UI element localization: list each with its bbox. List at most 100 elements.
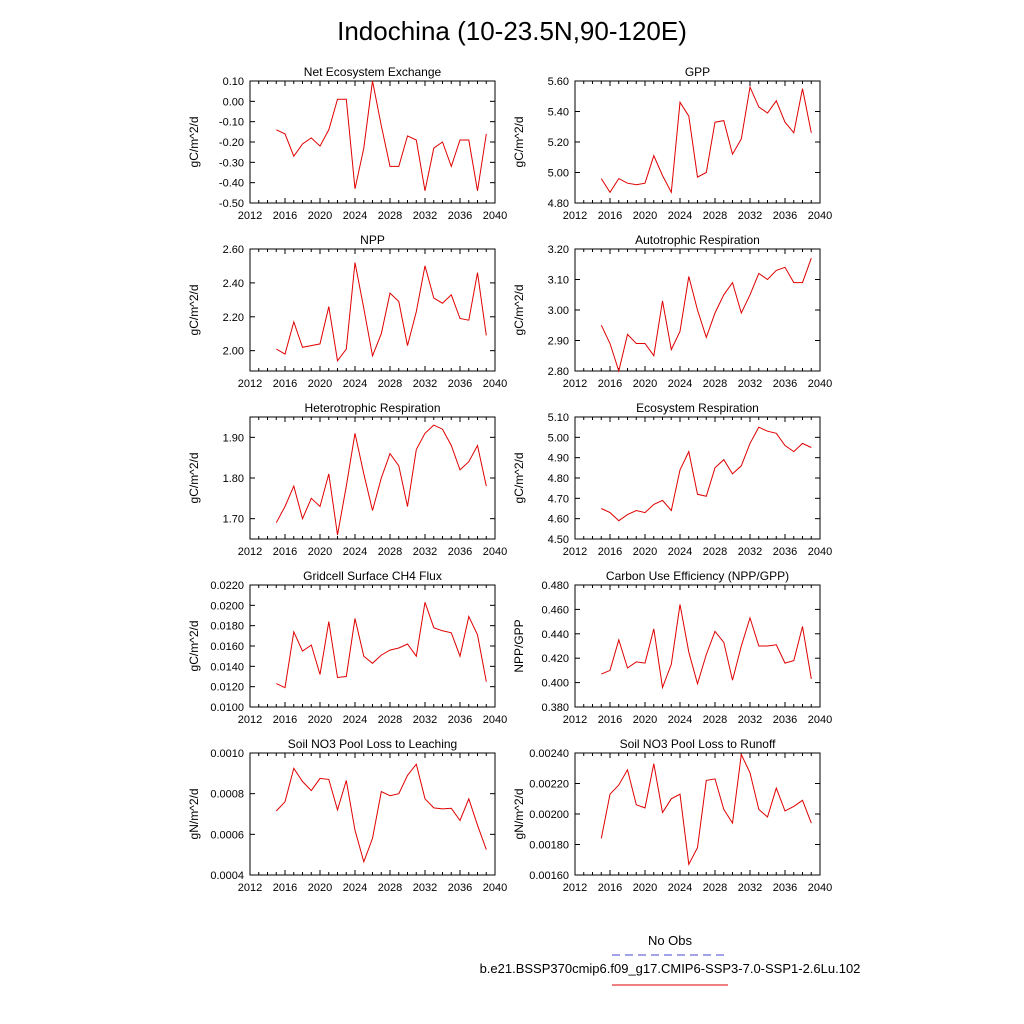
plot-frame xyxy=(249,80,496,204)
x-tick-label: 2036 xyxy=(448,210,472,222)
x-tick-label: 2032 xyxy=(413,210,437,222)
y-tick-label: 5.20 xyxy=(548,137,569,149)
y-axis-label: gC/m^2/d xyxy=(187,285,201,336)
panel-title: Soil NO3 Pool Loss to Leaching xyxy=(288,737,457,751)
x-tick-label: 2028 xyxy=(378,882,402,894)
x-tick-label: 2016 xyxy=(598,378,622,390)
y-tick-label: 0.00 xyxy=(223,96,244,108)
x-tick-label: 2028 xyxy=(378,546,402,558)
plot-frame xyxy=(574,584,821,708)
y-tick-label: 3.10 xyxy=(548,275,569,287)
x-tick-label: 2016 xyxy=(598,546,622,558)
x-tick-label: 2016 xyxy=(273,546,297,558)
panel-gpp: GPP gC/m^2/d 2012 2016 2020 2024 2028 2032 2036 2… xyxy=(512,65,832,222)
x-tick-label: 2012 xyxy=(563,546,587,558)
x-tick-label: 2024 xyxy=(343,714,367,726)
x-tick-label: 2024 xyxy=(343,882,367,894)
y-tick-label: -0.10 xyxy=(219,117,244,129)
x-tick-label: 2036 xyxy=(773,210,797,222)
series-line xyxy=(275,424,487,535)
x-tick-label: 2012 xyxy=(238,378,262,390)
panel-title: NPP xyxy=(360,233,385,247)
plot-frame xyxy=(574,752,821,876)
x-tick-label: 2028 xyxy=(703,378,727,390)
x-tick-label: 2016 xyxy=(598,210,622,222)
panel-title: Carbon Use Efficiency (NPP/GPP) xyxy=(606,569,789,583)
y-tick-label: -0.50 xyxy=(219,198,244,210)
y-axis-label: gC/m^2/d xyxy=(512,285,526,336)
y-tick-label: 0.0100 xyxy=(210,702,244,714)
x-tick-label: 2036 xyxy=(448,546,472,558)
x-tick-label: 2040 xyxy=(483,546,507,558)
y-tick-label: 0.00240 xyxy=(529,748,569,760)
y-tick-label: 0.0006 xyxy=(210,829,244,841)
series-line xyxy=(600,85,812,195)
x-tick-label: 2040 xyxy=(808,378,832,390)
y-tick-label: 2.00 xyxy=(223,346,244,358)
x-tick-label: 2040 xyxy=(808,546,832,558)
plot-frame xyxy=(249,584,496,708)
y-tick-label: 2.60 xyxy=(223,244,244,256)
x-tick-label: 2012 xyxy=(238,210,262,222)
y-tick-label: 0.0120 xyxy=(210,682,244,694)
x-tick-label: 2032 xyxy=(738,714,762,726)
y-tick-label: 1.70 xyxy=(223,514,244,526)
x-tick-label: 2040 xyxy=(483,714,507,726)
legend-entry-model-run: b.e21.BSSP370cmip6.f09_g17.CMIP6-SSP3-7.… xyxy=(480,961,861,976)
x-tick-label: 2020 xyxy=(308,210,332,222)
x-tick-label: 2016 xyxy=(273,210,297,222)
y-axis-label: gC/m^2/d xyxy=(512,453,526,504)
x-tick-label: 2040 xyxy=(483,882,507,894)
x-tick-label: 2032 xyxy=(413,378,437,390)
panel-title: Soil NO3 Pool Loss to Runoff xyxy=(620,737,777,751)
plot-frame xyxy=(249,248,496,372)
x-tick-label: 2012 xyxy=(238,882,262,894)
y-tick-label: 0.480 xyxy=(541,580,569,592)
x-tick-label: 2032 xyxy=(738,882,762,894)
x-tick-label: 2012 xyxy=(563,378,587,390)
y-axis-label: gC/m^2/d xyxy=(187,621,201,672)
x-tick-label: 2020 xyxy=(308,882,332,894)
y-tick-label: 3.00 xyxy=(548,305,569,317)
panel-soil-no3-pool-loss-to-leaching: Soil NO3 Pool Loss to Leaching gN/m^2/d 20… xyxy=(187,737,507,894)
x-tick-label: 2036 xyxy=(448,882,472,894)
y-tick-label: 0.0008 xyxy=(210,789,244,801)
y-tick-label: 0.0004 xyxy=(210,870,244,882)
y-tick-label: -0.40 xyxy=(219,178,244,190)
y-tick-label: 2.90 xyxy=(548,336,569,348)
legend: No Obs b.e21.BSSP370cmip6.f09_g17.CMIP6-… xyxy=(480,933,861,986)
x-tick-label: 2036 xyxy=(448,378,472,390)
x-tick-label: 2040 xyxy=(808,714,832,726)
panel-heterotrophic-respiration: Heterotrophic Respiration gC/m^2/d 2012 201… xyxy=(187,401,507,558)
y-tick-label: 0.00160 xyxy=(529,870,569,882)
x-tick-label: 2024 xyxy=(668,546,692,558)
x-tick-label: 2020 xyxy=(633,882,657,894)
x-tick-label: 2032 xyxy=(413,714,437,726)
panel-ecosystem-respiration: Ecosystem Respiration gC/m^2/d 2012 2016 202… xyxy=(512,401,832,558)
y-tick-label: 4.90 xyxy=(548,453,569,465)
y-tick-label: 5.60 xyxy=(548,76,569,88)
y-tick-label: 0.400 xyxy=(541,678,569,690)
panel-title: GPP xyxy=(685,65,710,79)
x-tick-label: 2032 xyxy=(413,546,437,558)
x-tick-label: 2032 xyxy=(738,378,762,390)
y-axis-label: gC/m^2/d xyxy=(512,117,526,168)
x-tick-label: 2028 xyxy=(703,546,727,558)
y-tick-label: 5.10 xyxy=(548,412,569,424)
x-tick-label: 2020 xyxy=(308,714,332,726)
x-tick-label: 2020 xyxy=(633,714,657,726)
x-tick-label: 2028 xyxy=(378,378,402,390)
x-tick-label: 2036 xyxy=(448,714,472,726)
x-tick-label: 2032 xyxy=(413,882,437,894)
y-tick-label: 4.60 xyxy=(548,514,569,526)
y-tick-label: 0.380 xyxy=(541,702,569,714)
x-tick-label: 2012 xyxy=(238,714,262,726)
panel-gridcell-surface-ch4-flux: Gridcell Surface CH4 Flux gC/m^2/d 2012 201… xyxy=(187,569,507,726)
figure-title: Indochina (10-23.5N,90-120E) xyxy=(337,16,687,46)
y-tick-label: 0.00200 xyxy=(529,809,569,821)
y-tick-label: 0.0160 xyxy=(210,641,244,653)
x-tick-label: 2024 xyxy=(668,378,692,390)
x-tick-label: 2020 xyxy=(633,546,657,558)
x-tick-label: 2032 xyxy=(738,210,762,222)
y-tick-label: 0.0010 xyxy=(210,748,244,760)
